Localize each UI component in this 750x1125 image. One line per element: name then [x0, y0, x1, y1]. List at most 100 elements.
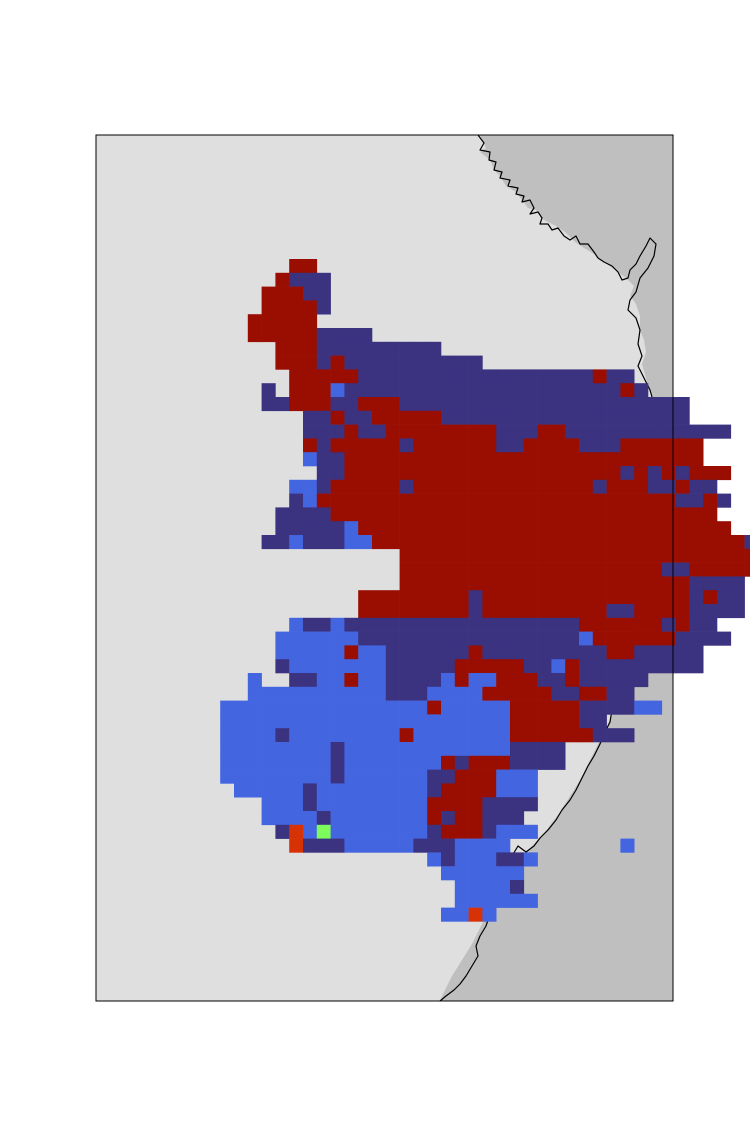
raster-cell-dark-red	[468, 438, 483, 453]
raster-cell-dark-indigo	[275, 521, 290, 536]
raster-cell-royal-blue	[289, 783, 304, 798]
raster-cell-dark-indigo	[620, 673, 635, 688]
raster-cell-dark-indigo	[703, 479, 718, 494]
raster-cell-royal-blue	[358, 714, 373, 729]
raster-cell-dark-indigo	[717, 604, 732, 619]
raster-cell-dark-red	[482, 783, 497, 798]
raster-cell-royal-blue	[385, 838, 400, 853]
raster-cell-royal-blue	[289, 728, 304, 743]
raster-cell-royal-blue	[399, 797, 414, 812]
raster-cell-dark-red	[620, 548, 635, 563]
raster-cell-dark-red	[606, 562, 621, 577]
raster-cell-dark-red	[579, 604, 594, 619]
raster-cell-dark-indigo	[689, 493, 704, 508]
raster-cell-dark-indigo	[427, 397, 442, 412]
raster-cell-dark-indigo	[427, 369, 442, 384]
raster-cell-royal-blue	[372, 811, 387, 826]
raster-cell-dark-indigo	[330, 341, 345, 356]
raster-cell-dark-red	[496, 755, 511, 770]
raster-cell-royal-blue	[496, 893, 511, 908]
raster-cell-dark-indigo	[344, 355, 359, 370]
raster-cell-dark-red	[537, 424, 552, 439]
raster-cell-dark-red	[399, 410, 414, 425]
raster-cell-royal-blue	[330, 714, 345, 729]
raster-cell-dark-indigo	[427, 783, 442, 798]
raster-cell-dark-red	[275, 328, 290, 343]
raster-cell-dark-indigo	[441, 811, 456, 826]
raster-cell-dark-red	[358, 452, 373, 467]
raster-cell-dark-indigo	[413, 617, 428, 632]
raster-cell-royal-blue	[385, 783, 400, 798]
raster-cell-dark-red	[413, 562, 428, 577]
raster-cell-dark-red	[606, 479, 621, 494]
raster-cell-dark-red	[510, 479, 525, 494]
raster-cell-dark-red	[620, 631, 635, 646]
raster-cell-dark-indigo	[579, 645, 594, 660]
raster-cell-dark-indigo	[454, 397, 469, 412]
raster-cell-royal-blue	[385, 714, 400, 729]
raster-cell-royal-blue	[496, 728, 511, 743]
raster-cell-dark-red	[579, 493, 594, 508]
raster-cell-dark-indigo	[344, 617, 359, 632]
raster-cell-royal-blue	[399, 700, 414, 715]
raster-cell-dark-red	[523, 673, 538, 688]
raster-cell-dark-indigo	[496, 410, 511, 425]
raster-cell-dark-indigo	[592, 659, 607, 674]
raster-cell-royal-blue	[289, 769, 304, 784]
raster-cell-dark-red	[385, 521, 400, 536]
raster-cell-dark-indigo	[620, 466, 635, 481]
raster-cell-royal-blue	[303, 452, 318, 467]
raster-cell-dark-red	[537, 576, 552, 591]
raster-cell-dark-red	[427, 507, 442, 522]
raster-cell-dark-indigo	[565, 369, 580, 384]
raster-cell-royal-blue	[372, 783, 387, 798]
raster-cell-dark-indigo	[330, 769, 345, 784]
raster-cell-royal-blue	[220, 728, 235, 743]
raster-cell-dark-red	[496, 562, 511, 577]
raster-cell-dark-red	[675, 590, 690, 605]
raster-cell-royal-blue	[427, 852, 442, 867]
raster-cell-royal-blue	[261, 811, 276, 826]
raster-cell-dark-red	[703, 493, 718, 508]
raster-cell-dark-indigo	[413, 686, 428, 701]
raster-cell-dark-red	[275, 300, 290, 315]
raster-cell-dark-indigo	[510, 424, 525, 439]
raster-cell-dark-indigo	[468, 604, 483, 619]
raster-cell-royal-blue	[275, 714, 290, 729]
raster-cell-dark-red	[289, 300, 304, 315]
raster-cell-dark-red	[592, 507, 607, 522]
raster-cell-dark-indigo	[344, 410, 359, 425]
raster-cell-dark-indigo	[330, 838, 345, 853]
raster-cell-dark-indigo	[592, 397, 607, 412]
raster-cell-dark-indigo	[661, 659, 676, 674]
raster-cell-dark-indigo	[717, 424, 732, 439]
raster-cell-dark-red	[385, 410, 400, 425]
raster-cell-royal-blue	[247, 755, 262, 770]
raster-cell-dark-red	[413, 548, 428, 563]
raster-cell-dark-indigo	[316, 341, 331, 356]
raster-cell-dark-indigo	[316, 521, 331, 536]
raster-cell-royal-blue	[399, 714, 414, 729]
raster-cell-royal-blue	[620, 838, 635, 853]
raster-cell-dark-indigo	[275, 535, 290, 550]
raster-cell-dark-indigo	[648, 659, 663, 674]
raster-cell-dark-red	[344, 507, 359, 522]
raster-cell-dark-red	[592, 548, 607, 563]
raster-cell-dark-indigo	[606, 369, 621, 384]
raster-cell-dark-red	[551, 452, 566, 467]
raster-cell-royal-blue	[344, 700, 359, 715]
raster-cell-dark-red	[454, 562, 469, 577]
raster-cell-dark-red	[344, 452, 359, 467]
raster-cell-dark-red	[344, 493, 359, 508]
raster-cell-dark-red	[510, 728, 525, 743]
raster-cell-dark-red	[634, 507, 649, 522]
raster-cell-dark-red	[454, 673, 469, 688]
raster-cell-dark-indigo	[606, 424, 621, 439]
raster-cell-royal-blue	[261, 797, 276, 812]
raster-cell-dark-indigo	[289, 272, 304, 287]
raster-cell-dark-red	[330, 410, 345, 425]
raster-cell-royal-blue	[330, 673, 345, 688]
raster-cell-dark-red	[441, 548, 456, 563]
raster-cell-orange-red	[289, 824, 304, 839]
raster-cell-royal-blue	[330, 783, 345, 798]
